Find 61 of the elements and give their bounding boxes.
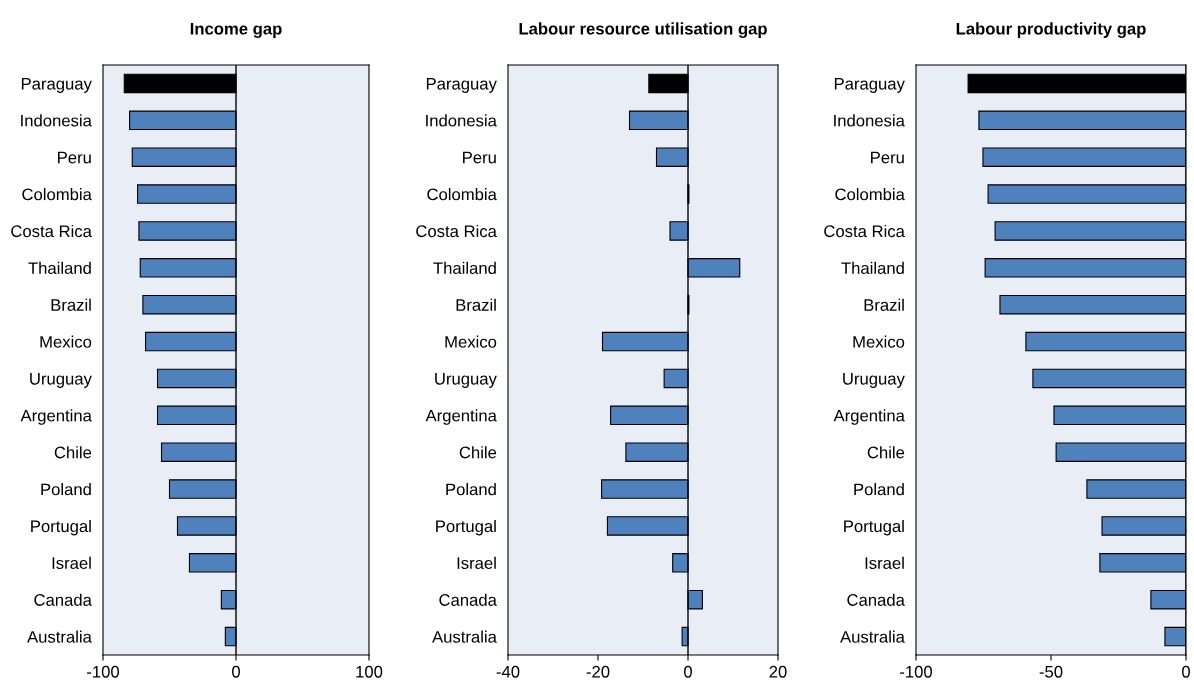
y-tick-label: Australia bbox=[27, 630, 92, 643]
chart-title: Income gap bbox=[190, 22, 282, 38]
x-tick-label: 100 bbox=[356, 665, 383, 678]
y-tick-label: Portugal bbox=[31, 519, 91, 536]
y-tick-label: Chile bbox=[459, 446, 497, 459]
x-tick-label: -100 bbox=[87, 665, 120, 678]
y-tick-label: Poland bbox=[41, 483, 91, 496]
y-tick-label: Portugal bbox=[844, 519, 904, 536]
y-tick-label: Canada bbox=[847, 593, 905, 606]
x-tick-label: -100 bbox=[900, 665, 933, 678]
y-tick-label: Australia bbox=[432, 630, 497, 643]
y-tick-label: Chile bbox=[867, 446, 905, 459]
y-tick-label: Poland bbox=[854, 483, 904, 496]
y-tick-label: Portugal bbox=[436, 519, 496, 536]
x-tick-label: 0 bbox=[232, 665, 240, 678]
y-tick-label: Indonesia bbox=[426, 114, 497, 127]
y-tick-label: Peru bbox=[871, 151, 904, 164]
y-tick-label: Brazil bbox=[864, 298, 904, 311]
chart-title: Labour productivity gap bbox=[956, 22, 1146, 38]
y-tick-label: Peru bbox=[58, 151, 91, 164]
x-tick-label: 0 bbox=[684, 665, 692, 678]
y-tick-label: Uruguay bbox=[30, 373, 92, 388]
x-tick-label: 0 bbox=[1182, 665, 1190, 678]
y-tick-label: Costa Rica bbox=[11, 224, 92, 238]
y-tick-label: Australia bbox=[840, 630, 905, 643]
y-tick-label: Thailand bbox=[28, 261, 91, 275]
y-tick-label: Canada bbox=[34, 593, 92, 606]
y-tick-label: Thailand bbox=[433, 261, 496, 275]
x-tick-label: 20 bbox=[769, 665, 787, 678]
x-tick-label: -20 bbox=[586, 665, 610, 678]
y-tick-label: Paraguay bbox=[21, 78, 92, 93]
y-tick-label: Canada bbox=[439, 593, 497, 606]
y-tick-label: Israel bbox=[52, 556, 91, 570]
x-tick-label: -50 bbox=[1039, 665, 1063, 678]
y-tick-label: Uruguay bbox=[435, 373, 497, 388]
y-tick-label: Colombia bbox=[22, 188, 92, 201]
y-tick-label: Brazil bbox=[456, 298, 496, 311]
y-tick-label: Argentina bbox=[833, 409, 905, 425]
x-tick-label: -40 bbox=[496, 665, 520, 678]
y-tick-label: Israel bbox=[865, 556, 904, 570]
y-tick-label: Indonesia bbox=[834, 114, 905, 127]
y-tick-label: Indonesia bbox=[21, 114, 92, 127]
y-tick-label: Peru bbox=[463, 151, 496, 164]
y-tick-label: Brazil bbox=[51, 298, 91, 311]
y-tick-label: Chile bbox=[54, 446, 92, 459]
y-tick-label: Israel bbox=[457, 556, 496, 570]
y-tick-label: Mexico bbox=[40, 335, 92, 348]
y-tick-label: Costa Rica bbox=[824, 224, 905, 238]
y-tick-label: Paraguay bbox=[426, 78, 497, 93]
y-tick-label: Argentina bbox=[20, 409, 92, 425]
y-tick-label: Argentina bbox=[425, 409, 497, 425]
y-tick-label: Poland bbox=[446, 483, 496, 496]
chart-title: Labour resource utilisation gap bbox=[519, 22, 767, 38]
y-tick-label: Mexico bbox=[853, 335, 905, 348]
y-tick-label: Costa Rica bbox=[416, 224, 497, 238]
y-tick-label: Colombia bbox=[835, 188, 905, 201]
y-tick-label: Mexico bbox=[445, 335, 497, 348]
y-tick-label: Paraguay bbox=[834, 78, 905, 93]
y-tick-label: Thailand bbox=[841, 261, 904, 275]
y-tick-label: Uruguay bbox=[843, 373, 905, 388]
y-tick-label: Colombia bbox=[427, 188, 497, 201]
